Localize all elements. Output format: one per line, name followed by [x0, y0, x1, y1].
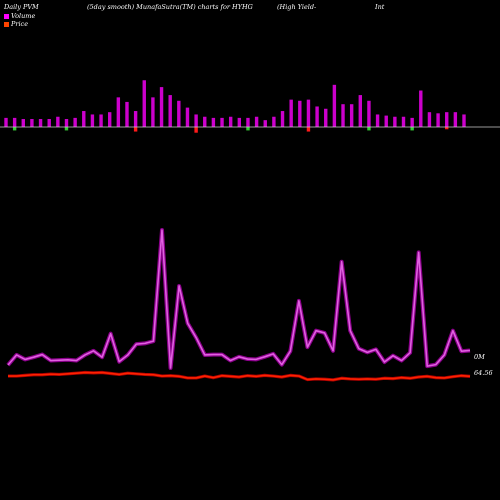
legend-volume: Volume	[4, 12, 35, 20]
pvm-bar	[427, 112, 432, 127]
price-line	[8, 371, 471, 381]
header-fund-name-cont: Int	[375, 3, 385, 11]
pvm-bar	[393, 116, 397, 127]
pvm-bar	[4, 117, 8, 127]
pvm-bar	[289, 99, 293, 127]
legend-volume-label: Volume	[11, 12, 36, 20]
pvm-bar	[246, 117, 250, 127]
pvm-bar	[367, 100, 371, 127]
pvm-bar	[99, 114, 103, 127]
pvm-bar	[410, 117, 414, 127]
pvm-bar	[220, 117, 224, 127]
header-fund-name: (High Yield-	[277, 3, 317, 11]
pvm-bar	[453, 112, 458, 127]
pvm-bar	[64, 119, 69, 127]
pvm-bar	[47, 119, 51, 127]
pvm-bar	[349, 104, 354, 127]
pvm-down-bar	[410, 127, 414, 131]
pvm-bar	[436, 113, 440, 127]
pvm-down-bar	[306, 127, 311, 132]
pvm-bar	[375, 114, 380, 127]
pvm-bar	[142, 80, 146, 127]
pvm-bar	[177, 100, 181, 127]
pvm-bar	[194, 114, 198, 127]
pvm-down-bar	[12, 127, 17, 131]
pvm-bar	[306, 99, 311, 127]
volume-line-glow	[6, 228, 471, 370]
pvm-down-bar	[246, 127, 250, 131]
volume-line	[7, 229, 471, 369]
pvm-down-bar	[367, 127, 371, 131]
pvm-bar	[151, 97, 155, 127]
pvm-bar	[168, 95, 172, 127]
pvm-bar	[324, 108, 328, 127]
pvm-bar	[462, 114, 466, 127]
pvm-bar	[228, 116, 233, 127]
pvm-bar	[341, 104, 345, 127]
price-right-label: 64.56	[474, 369, 493, 377]
volume-swatch-icon	[4, 13, 9, 19]
pvm-down-bar	[64, 127, 69, 131]
pvm-bar	[82, 111, 86, 127]
pvm-down-bar	[445, 127, 449, 130]
pvm-bar	[445, 112, 449, 127]
pvm-bar	[38, 119, 43, 127]
pvm-bars	[4, 80, 466, 133]
pvm-bar	[203, 116, 207, 127]
header-chart-title: (5day smooth) MunafaSutra(TM) charts for…	[87, 3, 253, 11]
header-pvm-label: Daily PVM	[4, 3, 39, 11]
pvm-bar	[56, 116, 60, 127]
pvm-bar	[159, 87, 164, 127]
pvm-bar	[254, 116, 259, 127]
pvm-bar	[332, 84, 337, 127]
pvm-bar	[280, 111, 285, 127]
pvm-bar	[298, 100, 302, 127]
volume-price-lines	[6, 228, 471, 382]
pvm-bar	[358, 95, 362, 127]
legend-price: Price	[4, 20, 28, 28]
pvm-bar	[272, 116, 276, 127]
pvm-bar	[237, 117, 242, 127]
pvm-down-bar	[133, 127, 138, 132]
pvm-bar	[315, 106, 319, 127]
pvm-bar	[108, 112, 112, 127]
pvm-bar	[263, 120, 267, 127]
pvm-bar	[73, 117, 77, 127]
pvm-bar	[384, 115, 388, 127]
pvm-bar	[185, 107, 190, 127]
pvm-bar	[21, 119, 25, 127]
volume-right-label: 0M	[474, 353, 485, 361]
pvm-down-bar	[194, 127, 198, 133]
pvm-bar	[211, 117, 216, 127]
pvm-bar	[401, 116, 406, 127]
pvm-bar	[90, 114, 95, 127]
price-swatch-icon	[4, 21, 9, 27]
pvm-bar	[419, 90, 423, 127]
pvm-bar	[125, 101, 129, 127]
legend-price-label: Price	[11, 20, 29, 28]
pvm-bar	[116, 97, 121, 127]
pvm-bar	[133, 111, 138, 127]
pvm-bar	[12, 117, 17, 127]
pvm-bar	[30, 119, 34, 127]
